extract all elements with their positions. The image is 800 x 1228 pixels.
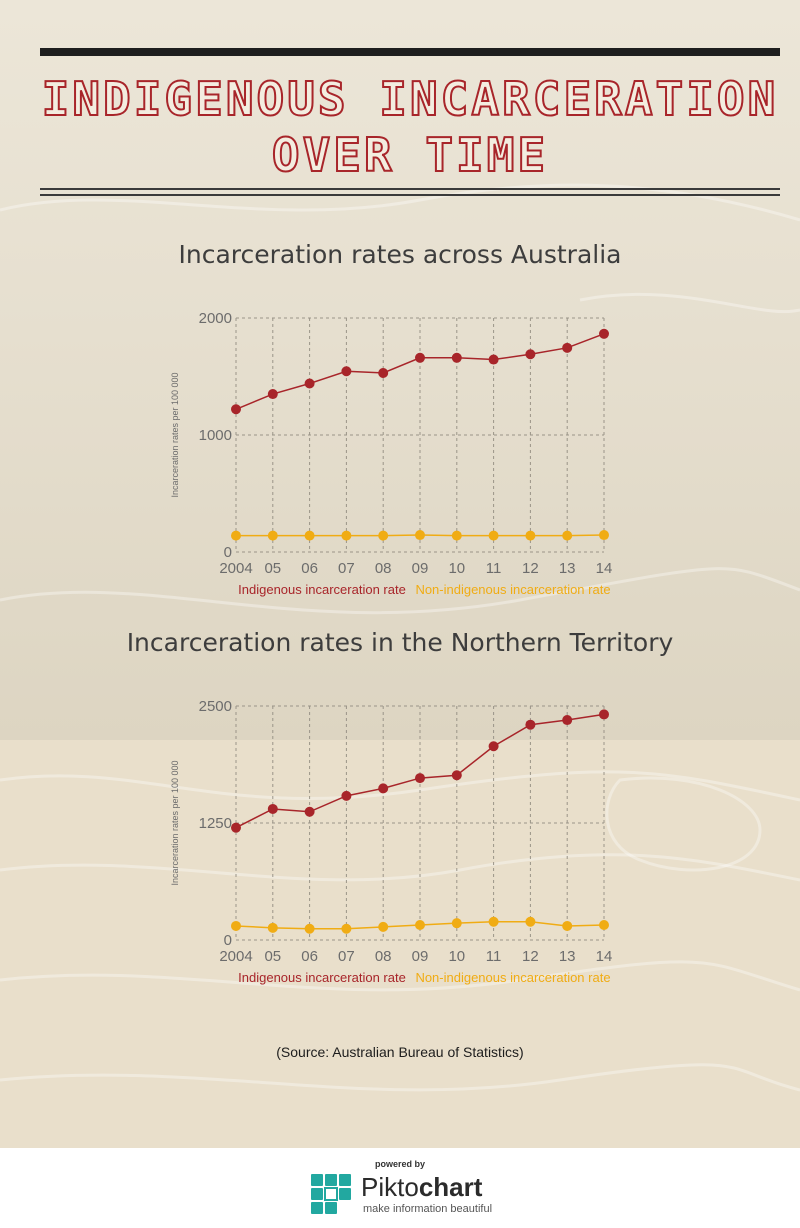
powered-by-label: powered by [374,1159,425,1169]
legend-item-non-indigenous: Non-indigenous incarceration rate [415,582,610,597]
data-point [562,920,573,931]
chart2-title: Incarceration rates in the Northern Terr… [126,628,674,657]
data-point [451,530,462,541]
title-rule-bottom [40,194,780,196]
data-point [415,920,425,931]
brand-bold: chart [418,1172,483,1202]
y-axis-label: Incarceration rates per 100 000 [170,760,180,885]
title-rule-top [40,188,780,190]
data-point [341,530,352,541]
data-point [451,918,462,929]
y-tick-label: 0 [224,932,232,949]
data-point [415,352,425,363]
data-point [267,530,278,541]
y-tick-label: 1000 [199,427,232,444]
data-point [525,530,536,541]
data-point [488,741,499,752]
x-tick-label: 2004 [219,948,252,965]
data-point [599,709,609,720]
piktochart-tagline: make information beautiful [363,1203,493,1215]
background-bottom [0,740,800,1148]
data-point [304,923,315,934]
data-point [415,773,425,784]
data-point [341,923,352,934]
data-point [267,389,278,400]
x-tick-label: 2004 [219,560,252,577]
page-title-line2: Over Time [271,127,549,183]
legend-item-non-indigenous: Non-indigenous incarceration rate [415,970,610,985]
y-tick-label: 2500 [199,698,232,715]
header-top-bar [40,48,780,56]
data-point [525,719,536,730]
data-point [304,806,315,817]
data-point [562,342,573,353]
data-point [488,530,499,541]
data-point [231,822,241,833]
background-top [0,0,800,740]
data-point [562,530,573,541]
x-tick-label: 12 [522,560,539,577]
data-point [599,530,609,541]
data-point [488,354,499,365]
chart-australia: 0 1000 2000 Incarceration rates per 100 000… [170,310,613,597]
x-tick-label: 07 [338,560,355,577]
data-point [599,920,609,931]
chart1-title: Incarceration rates across Australia [178,240,622,269]
data-point [378,530,389,541]
brand-light: Pikto [361,1172,419,1202]
data-point [231,530,241,541]
data-point [415,530,425,541]
legend-item-indigenous: Indigenous incarceration rate [238,582,406,597]
x-tick-label: 10 [448,560,465,577]
y-tick-label: 1250 [199,815,232,832]
x-tick-label: 13 [559,560,576,577]
data-point [378,921,389,932]
x-tick-label: 05 [264,948,281,965]
x-tick-label: 12 [522,948,539,965]
data-point [451,352,462,363]
x-tick-label: 06 [301,948,318,965]
legend-item-indigenous: Indigenous incarceration rate [238,970,406,985]
y-axis-label: Incarceration rates per 100 000 [170,372,180,497]
x-tick-label: 05 [264,560,281,577]
data-point [378,783,389,794]
x-tick-label: 08 [375,560,392,577]
data-point [304,530,315,541]
data-point [341,366,352,377]
piktochart-brand[interactable]: Piktochart [361,1172,482,1203]
data-point [562,715,573,726]
data-point [525,349,536,360]
data-point [231,920,241,931]
data-point [525,916,536,927]
x-tick-label: 06 [301,560,318,577]
x-tick-label: 14 [596,560,613,577]
source-note: (Source: Australian Bureau of Statistics… [276,1044,524,1060]
data-point [267,922,278,933]
x-tick-label: 08 [375,948,392,965]
data-point [599,328,609,339]
y-tick-label: 0 [224,544,232,561]
y-tick-label: 2000 [199,310,232,327]
data-point [231,404,241,415]
data-point [488,916,499,927]
x-tick-label: 09 [412,560,429,577]
data-point [304,378,315,389]
x-tick-label: 09 [412,948,429,965]
data-point [267,803,278,814]
x-tick-label: 14 [596,948,613,965]
chart-northern-territory: 0 1250 2500 Incarceration rates per 100 000… [170,698,613,985]
x-tick-label: 07 [338,948,355,965]
x-tick-label: 13 [559,948,576,965]
x-tick-label: 10 [448,948,465,965]
page-title-line1: Indigenous Incarceration [41,71,779,127]
data-point [451,770,462,781]
data-point [341,790,352,801]
x-tick-label: 11 [486,560,502,577]
footer [0,1148,800,1228]
data-point [378,367,389,378]
x-tick-label: 11 [486,948,502,965]
piktochart-logo-icon[interactable] [309,1172,353,1216]
